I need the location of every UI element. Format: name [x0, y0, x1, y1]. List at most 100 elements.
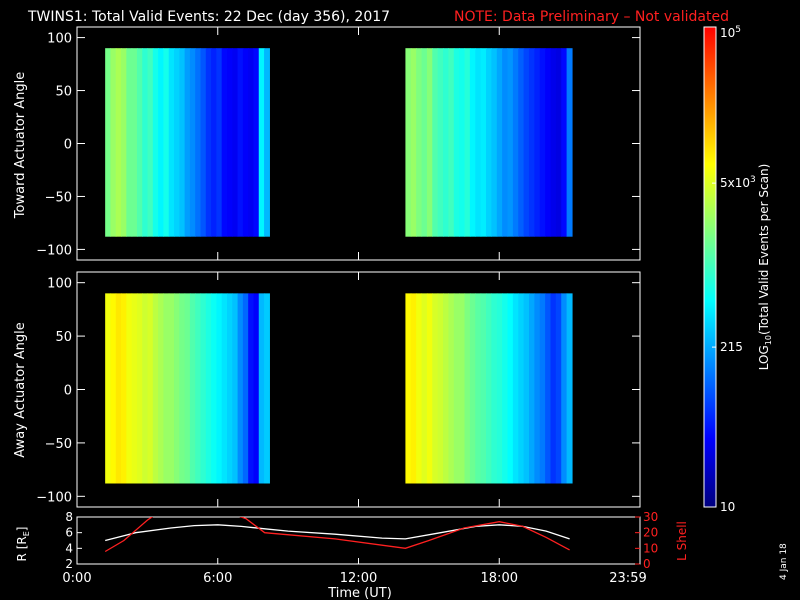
heatmap-column [426, 293, 433, 484]
heatmap-column [518, 48, 525, 237]
y-tick-label: −50 [45, 437, 72, 452]
heatmap-column [443, 293, 449, 484]
away-heatmap [105, 293, 573, 484]
heatmap-column [216, 293, 223, 484]
heatmap-column [221, 48, 228, 237]
heatmap-column [195, 293, 202, 484]
heatmap-column [405, 48, 412, 237]
heatmap-column [126, 293, 133, 484]
heatmap-column [237, 293, 244, 484]
heatmap-column [205, 293, 212, 484]
heatmap-column [410, 293, 417, 484]
heatmap-column [121, 293, 127, 484]
heatmap-column [232, 48, 239, 237]
heatmap-column [184, 48, 191, 237]
heatmap-column [469, 48, 476, 237]
heatmap-column [475, 293, 482, 484]
heatmap-column [105, 48, 112, 237]
heatmap-column [432, 293, 439, 484]
lshell-tick-label: 0 [643, 557, 651, 571]
heatmap-column [126, 48, 133, 237]
heatmap-column [555, 293, 562, 484]
orbit-lines [104, 517, 570, 553]
y-tick-label: −50 [45, 190, 72, 205]
lshell-tick-label: 20 [643, 526, 658, 540]
toward-heatmap [105, 48, 573, 237]
colorbar-tick-label: 10 [720, 500, 735, 514]
heatmap-column [131, 48, 138, 237]
heatmap-column [443, 48, 449, 237]
heatmap-column [136, 293, 143, 484]
heatmap-column [142, 293, 149, 484]
heatmap-column [410, 48, 417, 237]
time-axis-label: Time (UT) [327, 586, 392, 600]
y-tick-label: −100 [36, 243, 72, 258]
heatmap-column [480, 293, 487, 484]
heatmap-column [432, 48, 439, 237]
heatmap-column [211, 48, 217, 237]
time-tick-label: 0:00 [62, 571, 91, 586]
heatmap-column [448, 48, 455, 237]
heatmap-column [163, 48, 170, 237]
heatmap-column [253, 293, 260, 484]
figure-title: TWINS1: Total Valid Events: 22 Dec (day … [27, 9, 390, 25]
heatmap-column [545, 293, 552, 484]
heatmap-column [555, 48, 562, 237]
heatmap-column [475, 48, 482, 237]
heatmap-column [211, 293, 217, 484]
heatmap-column [437, 48, 444, 237]
heatmap-column [264, 48, 270, 237]
colorbar-tick-label: 5x103 [720, 175, 756, 190]
lshell-axis-label: L Shell [675, 521, 689, 561]
heatmap-column [152, 293, 159, 484]
y-tick-label: 50 [55, 85, 72, 100]
heatmap-column [512, 293, 519, 484]
heatmap-column [459, 293, 466, 484]
heatmap-column [226, 293, 233, 484]
heatmap-column [105, 293, 112, 484]
heatmap-column [264, 293, 270, 484]
away-y-ticks: 100 50 0 −50 −100 [36, 272, 641, 507]
heatmap-column [158, 293, 165, 484]
heatmap-column [195, 48, 202, 237]
orbit-plot-frame [76, 516, 641, 565]
heatmap-column [405, 293, 412, 484]
heatmap-column [459, 48, 466, 237]
heatmap-column [115, 48, 122, 237]
heatmap-column [453, 293, 460, 484]
time-tick-label: 18:00 [481, 571, 518, 586]
heatmap-column [147, 293, 154, 484]
heatmap-column [142, 48, 149, 237]
heatmap-column [426, 48, 433, 237]
y-tick-label: 0 [64, 384, 72, 399]
heatmap-column [226, 48, 233, 237]
heatmap-column [216, 48, 223, 237]
heatmap-column [534, 293, 541, 484]
heatmap-column [248, 293, 255, 484]
heatmap-column [258, 48, 265, 237]
r-axis-label-text: R [RE] [15, 527, 31, 562]
colorbar: 10 215 5x103 105 LOG10(Total Valid Events p… [703, 25, 773, 514]
r-distance-line [105, 524, 570, 542]
heatmap-column [480, 48, 487, 237]
heatmap-column [200, 48, 207, 237]
heatmap-column [453, 48, 460, 237]
heatmap-column [561, 48, 568, 237]
heatmap-column [121, 48, 127, 237]
heatmap-column [550, 48, 557, 237]
time-tick-label: 23:59 [609, 571, 646, 586]
heatmap-column [502, 48, 509, 237]
heatmap-column [528, 293, 535, 484]
heatmap-column [184, 293, 191, 484]
heatmap-column [566, 48, 573, 237]
heatmap-column [491, 48, 498, 237]
colorbar-tick-label: 105 [720, 25, 741, 40]
away-panel: 100 50 0 −50 −100 Away Actuator Angle [13, 271, 641, 508]
heatmap-column [545, 48, 552, 237]
time-tick-label: 6:00 [203, 571, 232, 586]
heatmap-column [502, 293, 509, 484]
heatmap-column [437, 293, 444, 484]
